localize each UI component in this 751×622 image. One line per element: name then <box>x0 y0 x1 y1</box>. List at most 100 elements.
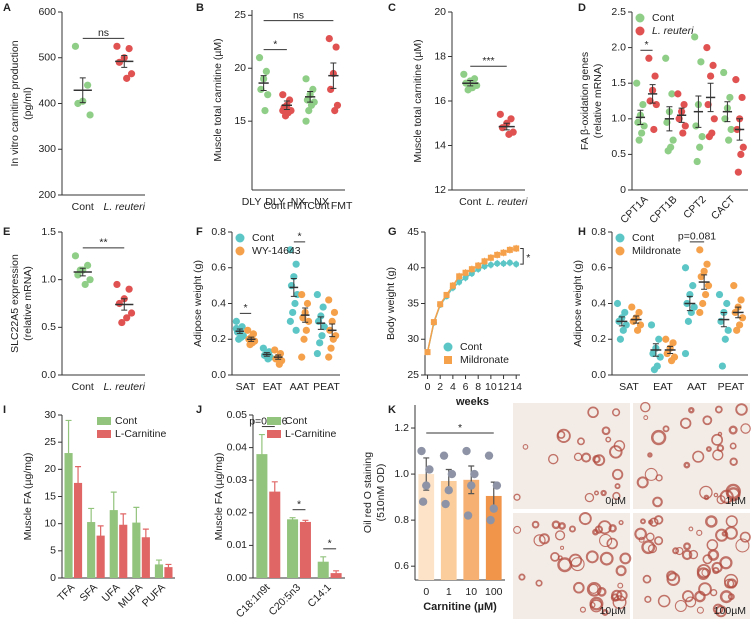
y-tick-label: 0.0 <box>41 369 56 381</box>
x-tick-label: C14:1 <box>305 581 333 609</box>
lipid-droplet <box>611 408 621 417</box>
lipid-droplet <box>681 549 693 561</box>
y-axis-label: (relative mRNA) <box>22 266 34 341</box>
lipid-droplet <box>666 572 681 586</box>
data-point <box>125 285 133 293</box>
panel-letter: K <box>388 404 396 416</box>
lipid-droplet <box>728 425 738 435</box>
data-point <box>299 314 307 322</box>
x-tick-label: 10 <box>485 381 497 393</box>
error-bar <box>307 91 314 103</box>
lipid-droplet <box>613 440 626 452</box>
error-bar <box>263 352 270 357</box>
error-bar <box>79 77 86 104</box>
marker <box>437 301 444 308</box>
lipid-droplet <box>592 528 599 536</box>
data-point <box>698 133 706 141</box>
error-bar <box>320 556 327 568</box>
data-point <box>725 136 733 144</box>
bar <box>141 537 150 578</box>
data-point <box>328 317 336 325</box>
lipid-droplet <box>518 573 526 581</box>
significance-label: *** <box>482 55 494 67</box>
x-tick-label: PEAT <box>313 381 340 393</box>
marker <box>481 258 488 265</box>
x-tick-label: L. reuteri <box>486 196 528 208</box>
lipid-droplet <box>551 520 561 530</box>
error-bar <box>633 315 640 324</box>
data-point <box>645 54 653 62</box>
lipid-droplet <box>688 549 699 560</box>
x-tick-label: 10 <box>465 586 477 598</box>
x-tick-subscript: FMT <box>331 200 353 212</box>
x-tick-label: SFA <box>77 582 100 605</box>
bar <box>119 524 128 578</box>
lipid-droplet <box>608 524 617 533</box>
bar <box>287 519 299 578</box>
data-point <box>81 280 89 289</box>
data-point <box>417 446 426 456</box>
x-tick-label: C18:1n9t <box>234 582 273 621</box>
y-tick-label: 30 <box>44 409 56 421</box>
y-tick-label: 0.03 <box>227 474 248 486</box>
marker <box>500 249 507 256</box>
legend-label: Mildronate <box>460 354 509 366</box>
lipid-droplet <box>640 401 651 413</box>
data-point <box>286 96 294 104</box>
data-point <box>628 303 636 311</box>
data-point <box>703 44 711 52</box>
error-bar <box>290 277 297 297</box>
data-point <box>680 100 688 109</box>
data-point <box>303 299 312 308</box>
data-point <box>489 504 498 513</box>
lipid-droplet <box>601 609 609 616</box>
bar <box>109 510 118 578</box>
x-tick-subscript: Cont <box>263 200 285 212</box>
data-point <box>470 469 479 479</box>
lipid-droplet <box>578 512 592 526</box>
lipid-droplet <box>596 587 607 597</box>
y-tick-label: 0.2 <box>211 333 226 345</box>
data-point <box>286 246 294 254</box>
data-point <box>313 290 321 299</box>
lipid-droplet <box>652 496 663 508</box>
lipid-droplet <box>706 539 719 551</box>
error-bar <box>121 54 128 68</box>
marker <box>462 269 469 276</box>
legend-label: Cont <box>285 415 307 427</box>
legend-label: L-Carnitine <box>285 428 337 440</box>
data-point <box>696 308 704 317</box>
x-tick-label: PEAT <box>718 381 745 393</box>
x-tick-label: Cont <box>72 381 94 393</box>
lipid-droplet <box>681 590 695 603</box>
legend-swatch <box>235 233 245 243</box>
y-tick-label: 0 <box>50 572 56 584</box>
y-tick-label: 1.0 <box>611 113 626 125</box>
data-point <box>718 362 727 370</box>
data-point <box>86 276 94 284</box>
data-point <box>319 303 327 311</box>
error-bar <box>329 323 336 338</box>
data-point <box>333 101 342 109</box>
bar <box>440 480 457 580</box>
lipid-droplet <box>711 433 724 446</box>
data-point <box>327 344 335 352</box>
data-point <box>720 68 728 77</box>
lipid-droplet <box>579 606 587 613</box>
data-point <box>113 280 121 289</box>
lipid-droplet <box>611 468 624 481</box>
lipid-droplet <box>666 570 677 582</box>
y-tick-label: 20 <box>44 463 56 475</box>
y-tick-label: 20 <box>434 6 446 18</box>
error-bar <box>652 343 659 357</box>
data-point <box>302 326 310 334</box>
marker <box>500 260 507 267</box>
x-tick-label: 14 <box>510 381 522 393</box>
data-point <box>650 125 658 134</box>
data-point <box>462 446 471 456</box>
lipid-droplet <box>650 429 667 446</box>
x-tick-label: 1 <box>446 586 452 598</box>
x-tick-label: 2 <box>437 381 443 393</box>
data-point <box>331 106 339 115</box>
